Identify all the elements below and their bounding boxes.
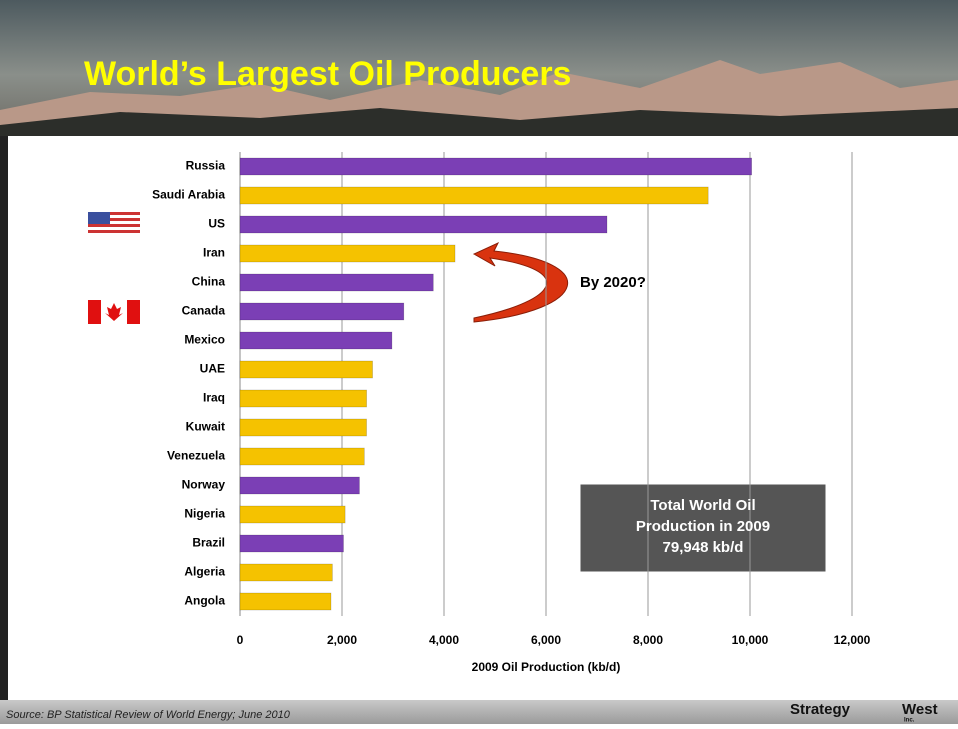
bar (239, 360, 373, 379)
y-tick-label: Iraq (203, 391, 225, 405)
x-tick-label: 12,000 (834, 633, 871, 647)
bar (239, 447, 365, 466)
hills (0, 108, 958, 136)
logo: West (902, 701, 938, 718)
bar (239, 273, 434, 292)
x-tick-label: 10,000 (732, 633, 769, 647)
x-tick-label: 8,000 (633, 633, 663, 647)
x-tick-label: 0 (237, 633, 244, 647)
y-tick-label: Russia (186, 159, 226, 173)
y-tick-label: China (192, 275, 226, 289)
y-tick-label: Nigeria (184, 507, 225, 521)
bar (239, 215, 608, 234)
slide-title: World’s Largest Oil Producers (84, 55, 571, 93)
arrow (472, 241, 569, 323)
bar (239, 331, 393, 350)
bar (239, 418, 367, 437)
y-tick-label: Algeria (184, 565, 225, 579)
bar (239, 157, 752, 176)
x-tick-label: 2,000 (327, 633, 357, 647)
bar (239, 302, 405, 321)
y-tick-label: Venezuela (167, 449, 225, 463)
y-tick-label: Norway (182, 478, 226, 492)
us-flag (88, 212, 140, 236)
bar (239, 476, 360, 495)
y-tick-label: Kuwait (186, 420, 225, 434)
bar (239, 563, 333, 582)
y-tick-label: Brazil (192, 536, 225, 550)
box-text: Total World Oil (650, 497, 755, 514)
y-tick-label: Saudi Arabia (152, 188, 225, 202)
box-text: 79,948 kb/d (663, 539, 744, 556)
bar (239, 389, 367, 408)
y-tick-label: UAE (200, 362, 225, 376)
bar (239, 534, 344, 553)
y-tick-label: Canada (182, 304, 226, 318)
total-box (579, 483, 827, 573)
y-tick-label: Angola (184, 594, 225, 608)
x-tick-label: 4,000 (429, 633, 459, 647)
bar (239, 244, 456, 263)
bar (239, 505, 346, 524)
x-tick-label: 6,000 (531, 633, 561, 647)
canada-flag (88, 300, 140, 324)
bar (239, 186, 709, 205)
logo: Inc. (904, 718, 915, 724)
bar (239, 592, 332, 611)
box-text: Production in 2009 (636, 518, 770, 535)
y-tick-label: US (208, 217, 225, 231)
logo: Strategy (790, 701, 851, 718)
x-axis-label: 2009 Oil Production (kb/d) (472, 660, 621, 674)
annotation: By 2020? (580, 274, 646, 291)
source: Source: BP Statistical Review of World E… (6, 709, 291, 721)
left-border (0, 136, 8, 700)
y-tick-label: Iran (203, 246, 225, 260)
footer-bar (0, 700, 958, 724)
y-tick-label: Mexico (184, 333, 225, 347)
